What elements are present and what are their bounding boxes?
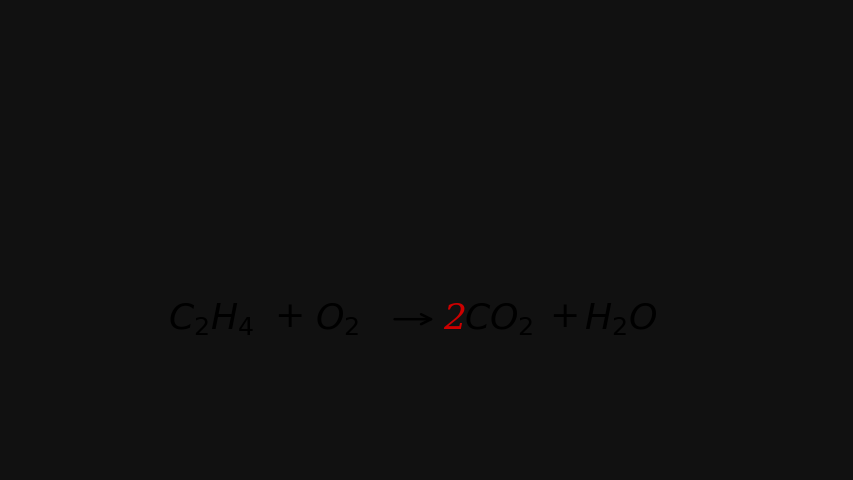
- Text: - NEVER use odd coefficients.  Go back and double the carbon coefficents if need: - NEVER use odd coefficients. Go back an…: [196, 175, 779, 188]
- Text: $\mathit{O}_2$: $\mathit{O}_2$: [315, 301, 358, 337]
- Text: STUCK WHILE BALANCING A COMBUSTION REACTION?: STUCK WHILE BALANCING A COMBUSTION REACT…: [206, 17, 647, 31]
- Text: 1)  balance the carbon atoms first: 1) balance the carbon atoms first: [247, 70, 474, 83]
- Text: +: +: [274, 300, 305, 334]
- Text: $\mathit{H}_2\mathit{O}$: $\mathit{H}_2\mathit{O}$: [583, 301, 656, 337]
- Text: $\mathit{C}\mathit{O}_2$: $\mathit{C}\mathit{O}_2$: [463, 301, 533, 337]
- Text: 2: 2: [443, 302, 466, 336]
- Text: 2)  balance the hydrogen atoms second, but....: 2) balance the hydrogen atoms second, bu…: [196, 130, 507, 143]
- Text: $\mathit{C}_2\mathit{H}_4$: $\mathit{C}_2\mathit{H}_4$: [167, 301, 253, 337]
- Text: +: +: [548, 300, 579, 334]
